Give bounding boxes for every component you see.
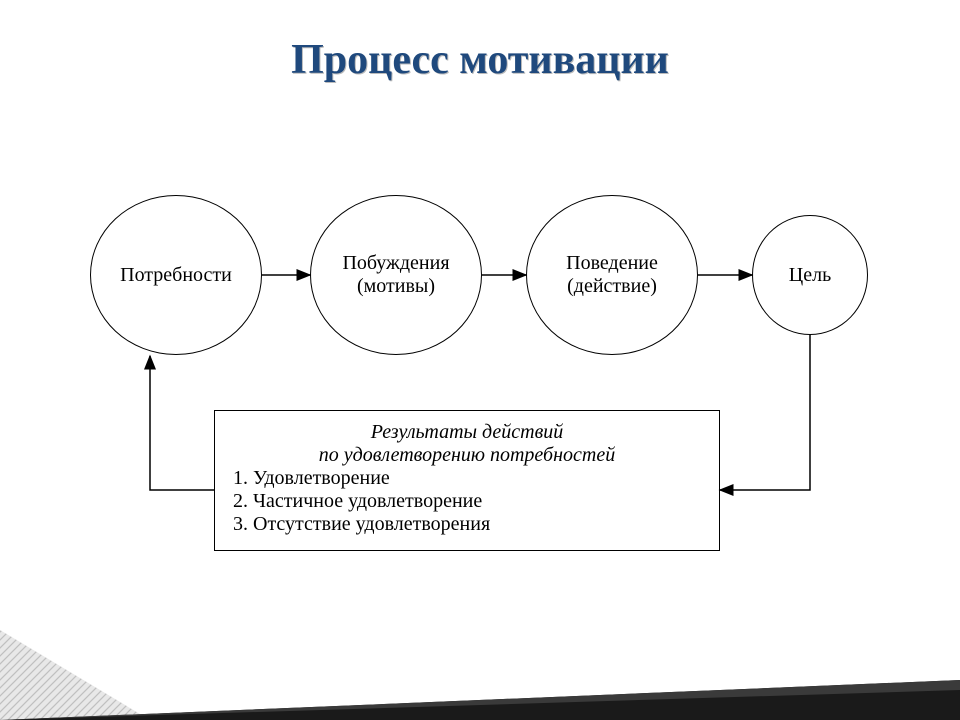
node-motives: Побуждения (мотивы) [310, 195, 482, 355]
result-item-3: 3. Отсутствие удовлетворения [233, 513, 701, 536]
page-title: Процесс мотивации [291, 36, 669, 84]
node-behavior-label2: (действие) [567, 275, 657, 298]
result-item-1: 1. Удовлетворение [233, 467, 701, 490]
feedback-from-goal [720, 335, 810, 490]
result-item-2: 2. Частичное удовлетворение [233, 490, 701, 513]
node-goal-label: Цель [789, 264, 831, 287]
result-box: Результаты действий по удовлетворению по… [214, 410, 720, 551]
corner-decoration [0, 600, 960, 720]
node-motives-label1: Побуждения [342, 252, 449, 275]
node-goal: Цель [752, 215, 868, 335]
result-header-1: Результаты действий [233, 421, 701, 444]
feedback-to-needs [150, 356, 214, 490]
node-behavior-label1: Поведение [566, 252, 658, 275]
node-needs-label: Потребности [120, 264, 232, 287]
result-header-2: по удовлетворению потребностей [233, 444, 701, 467]
node-motives-label2: (мотивы) [357, 275, 435, 298]
node-behavior: Поведение (действие) [526, 195, 698, 355]
node-needs: Потребности [90, 195, 262, 355]
